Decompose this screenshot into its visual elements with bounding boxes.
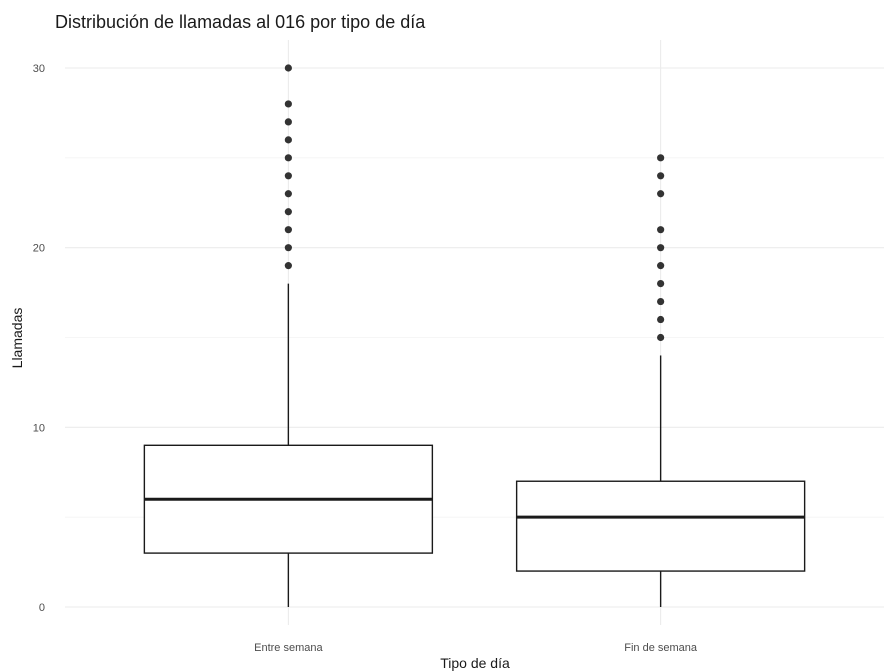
outlier-point <box>657 244 665 252</box>
outlier-point <box>657 297 665 306</box>
y-tick-label: 10 <box>33 422 45 434</box>
outlier-point <box>284 118 292 126</box>
outlier-point <box>657 333 665 342</box>
boxes <box>143 64 806 607</box>
outlier-point <box>284 190 292 198</box>
y-tick-label: 20 <box>33 243 45 255</box>
y-tick-label: 0 <box>39 602 45 614</box>
y-axis-title: Llamadas <box>9 308 25 369</box>
x-tick-label: Fin de semana <box>624 642 698 654</box>
outlier-point <box>657 190 665 198</box>
outlier-point <box>284 64 292 72</box>
outlier-point <box>657 226 665 234</box>
y-tick-label: 30 <box>33 63 45 75</box>
outlier-point <box>284 136 292 144</box>
outlier-point <box>657 172 665 180</box>
x-axis-title: Tipo de día <box>440 655 510 671</box>
box-iqr <box>515 480 806 572</box>
x-axis-ticks: Entre semana Fin de semana <box>254 642 698 654</box>
outlier-point <box>284 154 292 162</box>
grid <box>65 40 884 625</box>
outlier-point <box>657 262 665 270</box>
outlier-point <box>284 208 292 216</box>
chart-title: Distribución de llamadas al 016 por tipo… <box>55 12 426 32</box>
outlier-point <box>284 226 292 234</box>
outlier-point <box>284 244 292 252</box>
outlier-point <box>284 262 292 270</box>
y-axis-ticks: 0 10 20 30 <box>33 63 45 614</box>
outlier-point <box>284 172 292 180</box>
outlier-point <box>284 100 292 108</box>
outlier-point <box>657 154 665 162</box>
outlier-point <box>657 315 665 324</box>
x-tick-label: Entre semana <box>254 642 323 654</box>
outlier-point <box>657 280 665 288</box>
